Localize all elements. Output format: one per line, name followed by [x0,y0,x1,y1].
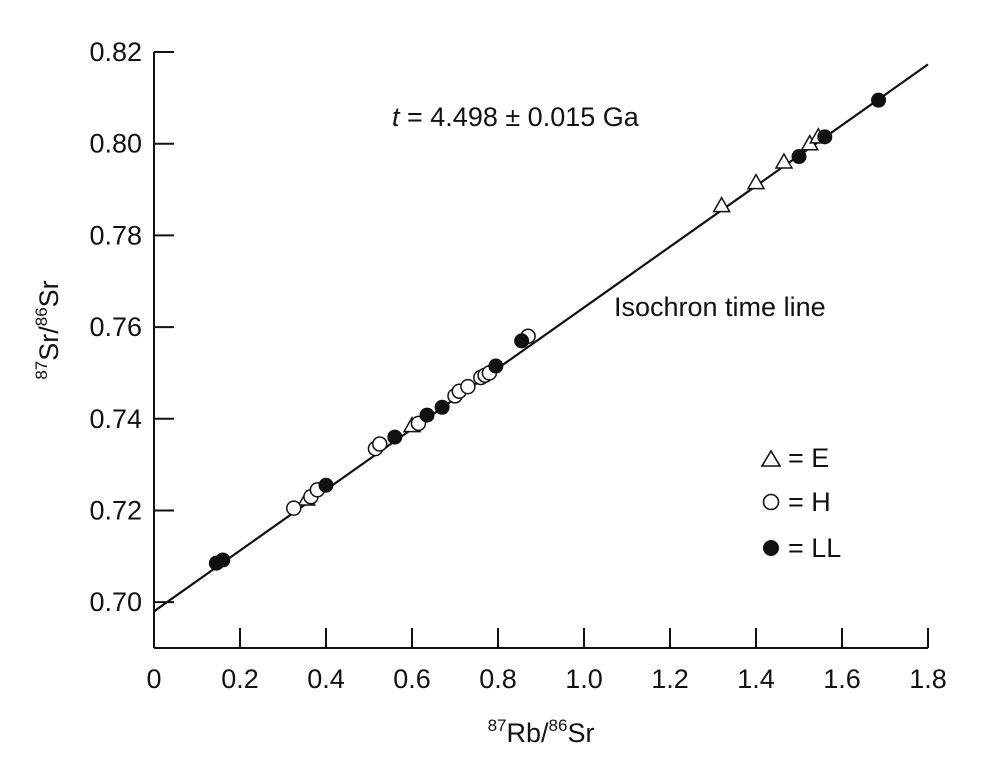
x-tick-label: 1.2 [651,664,689,694]
legend-label-h: = H [788,487,831,517]
point-ll [871,92,887,108]
x-axis-label-sup-87: 87 [488,716,507,735]
legend-label-ll: = LL [788,533,841,563]
x-axis-label-sr: Sr [567,718,594,748]
point-ll [791,149,807,165]
point-e [712,196,731,213]
y-axis-label-sup-87: 87 [32,361,51,380]
x-tick-label: 1.0 [565,664,603,694]
y-tick-label: 0.82 [89,37,142,67]
point-ll [434,399,450,415]
isochron-label: Isochron time line [614,292,826,322]
x-axis-label: 87Rb/86Sr [488,716,595,748]
x-tick-label: 0.4 [307,664,345,694]
legend-open-circle-symbol [762,493,780,511]
x-tick-label: 1.8 [909,664,947,694]
data-points [208,92,887,571]
y-tick-label: 0.76 [89,312,142,342]
y-tick-label: 0.70 [89,587,142,617]
y-axis-label-sr-2: Sr [34,280,64,307]
point-ll [514,333,530,349]
legend-filled-circle-symbol [763,540,779,556]
x-axis-label-rb: Rb/ [506,718,549,748]
point-e [774,152,794,169]
legend-triangle-symbol [760,449,782,467]
legend: = E = H = LL [760,443,841,563]
point-ll [817,129,833,145]
point-ll [215,552,231,568]
point-h [372,436,388,452]
point-h [286,500,302,516]
x-tick-label: 0.6 [393,664,431,694]
y-tick-label: 0.80 [89,129,142,159]
x-tick-label: 0.8 [479,664,517,694]
age-annotation: t = 4.498 ± 0.015 Ga [392,102,640,132]
point-h [460,378,476,395]
age-annotation-variable: t [392,102,401,132]
legend-label-e: = E [788,443,829,473]
y-axis-label: 87Sr/86Sr [32,280,64,379]
y-axis-label-sr: Sr/ [34,326,64,361]
x-tick-label: 0 [146,664,161,694]
y-tick-label: 0.72 [89,495,142,525]
y-tick-label: 0.78 [89,220,142,250]
x-tick-label: 1.4 [737,664,775,694]
age-annotation-value: = 4.498 ± 0.015 Ga [400,102,640,132]
point-ll [488,358,504,374]
x-tick-label: 1.6 [823,664,861,694]
x-tick-label: 0.2 [221,664,259,694]
y-axis-label-sup-86: 86 [32,307,51,326]
point-ll [318,477,334,493]
y-tick-label: 0.74 [89,404,142,434]
axes: 0 0.2 0.4 0.6 0.8 1.0 1.2 1.4 1.6 1.8 0.70 0.72 0.74… [89,37,946,694]
point-ll [419,407,435,423]
x-axis-label-sup-86: 86 [549,716,568,735]
point-ll [387,429,403,445]
point-e [746,173,766,190]
